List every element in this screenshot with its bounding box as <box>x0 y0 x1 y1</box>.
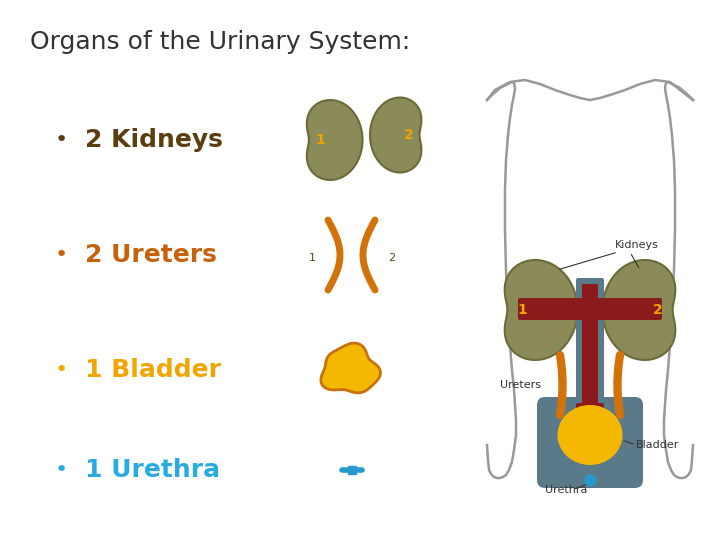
Polygon shape <box>307 100 362 180</box>
Text: Ureters: Ureters <box>500 380 541 390</box>
Text: 1 Bladder: 1 Bladder <box>85 358 221 382</box>
Text: Kidneys: Kidneys <box>615 240 659 250</box>
Text: •: • <box>55 360 68 380</box>
Text: 1: 1 <box>518 303 527 317</box>
FancyBboxPatch shape <box>582 284 598 406</box>
Text: Urethra: Urethra <box>545 485 588 495</box>
FancyBboxPatch shape <box>576 403 604 437</box>
Polygon shape <box>321 343 380 393</box>
Text: 1 Urethra: 1 Urethra <box>85 458 220 482</box>
Text: 2: 2 <box>404 128 414 142</box>
Text: 2 Ureters: 2 Ureters <box>85 243 217 267</box>
Text: 2: 2 <box>388 253 395 263</box>
Text: Organs of the Urinary System:: Organs of the Urinary System: <box>30 30 410 54</box>
Text: 1: 1 <box>315 133 325 147</box>
FancyBboxPatch shape <box>518 298 662 320</box>
Text: •: • <box>55 460 68 480</box>
Text: 2 Kidneys: 2 Kidneys <box>85 128 223 152</box>
Text: •: • <box>55 245 68 265</box>
Polygon shape <box>505 260 577 360</box>
FancyBboxPatch shape <box>537 397 643 488</box>
Text: •: • <box>55 130 68 150</box>
Text: 2: 2 <box>653 303 662 317</box>
FancyBboxPatch shape <box>576 278 604 412</box>
Text: 1: 1 <box>308 253 315 263</box>
Text: Bladder: Bladder <box>636 440 680 450</box>
Ellipse shape <box>557 405 623 465</box>
Polygon shape <box>603 260 675 360</box>
Polygon shape <box>370 98 421 172</box>
